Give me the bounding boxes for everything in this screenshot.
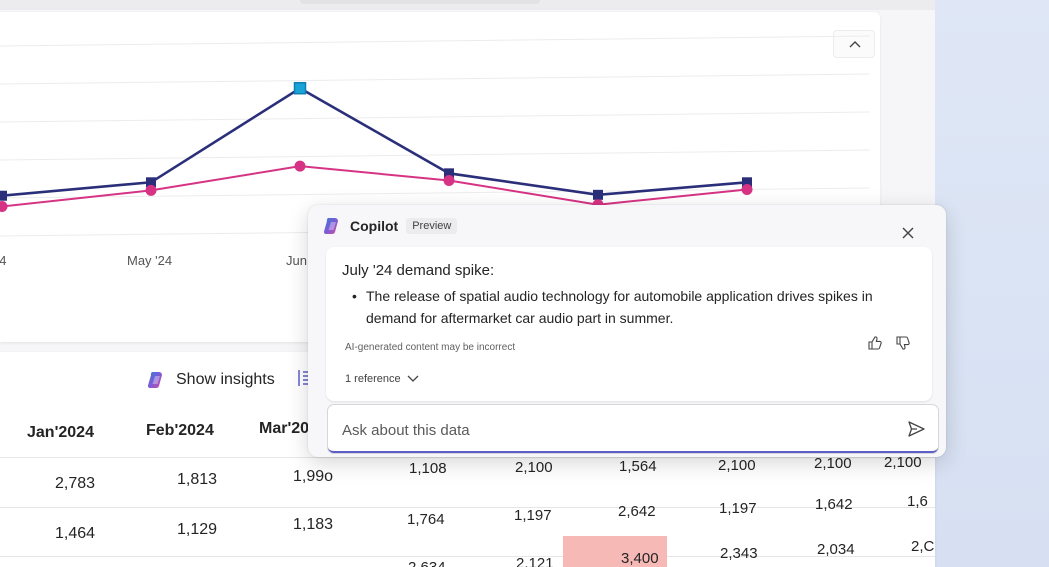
table-row-divider [0,457,935,458]
chart-gridline [0,149,871,161]
copilot-logo-icon [147,372,162,389]
data-point[interactable] [443,175,455,186]
response-heading: July '24 demand spike: [342,262,495,279]
column-header-mar[interactable]: Mar'202 [259,420,318,437]
copilot-header: Copilot Preview [322,215,458,237]
data-point[interactable] [0,200,8,212]
table-cell: 2,343 [720,545,758,562]
data-point[interactable] [444,168,454,179]
data-point[interactable] [293,81,307,95]
close-icon [902,227,914,239]
show-insights-button[interactable]: Show insights [146,367,275,393]
x-tick-label: May '24 [127,253,172,268]
send-icon [908,421,925,437]
ai-disclaimer: AI-generated content may be incorrect [345,342,516,353]
table-row-divider [0,507,935,508]
reference-toggle[interactable]: 1 reference [345,373,419,385]
copilot-response-card: July '24 demand spike: The release of sp… [326,247,932,401]
data-point[interactable] [146,177,156,188]
table-row-divider [0,556,935,557]
table-cell: 2,100 [884,454,922,471]
chevron-down-icon [407,375,419,382]
thumbs-down-icon [896,336,910,350]
data-point[interactable] [294,160,306,172]
table-cell: 2,121 [516,555,554,567]
thumbs-up-icon [868,336,882,350]
ask-box [328,405,938,453]
close-button[interactable] [900,225,916,241]
table-cell: 1,642 [815,496,853,513]
column-header-jan[interactable]: Jan'2024 [27,424,94,441]
series-line-1 [0,165,748,208]
table-cell: 1,564 [619,458,657,475]
thumbs-up-button[interactable] [867,335,883,351]
chart-series-layer [0,81,753,212]
thumbs-down-button[interactable] [895,335,911,351]
table-cell: 1,197 [719,500,757,517]
chart-gridline [0,73,871,85]
data-point[interactable] [741,183,753,195]
data-point[interactable] [145,184,157,196]
ask-input[interactable] [342,419,872,441]
table-cell: 3,400 [621,550,659,567]
table-cell: 2,100 [515,459,553,476]
data-point[interactable] [742,177,752,188]
chart-gridline [0,187,871,199]
table-cell: 1,183 [293,516,334,533]
table-cell: 2,100 [718,457,756,474]
send-button[interactable] [906,419,926,439]
table-cell: 2,783 [55,475,96,492]
copilot-logo-icon [323,218,338,235]
chart-gridline [0,35,871,47]
column-header-feb[interactable]: Feb'2024 [146,422,214,439]
table-cell: 1,108 [409,460,447,477]
table-cell: 2,634 [408,559,446,567]
table-cell: 1,6 [907,493,928,510]
collapse-button[interactable] [833,30,875,58]
highlighted-cell [563,536,667,567]
preview-badge: Preview [406,218,458,234]
x-tick-label: 24 [0,253,6,268]
copilot-panel: Copilot Preview July '24 demand spike: T… [308,205,946,457]
table-cell: 2,C [911,538,935,555]
table-cell: 2,100 [814,455,852,472]
table-cell: 1,99o [293,468,334,485]
table-cell: 1,764 [407,511,445,528]
data-point[interactable] [0,190,7,201]
chart-gridline [0,111,871,123]
table-cell: 2,642 [618,503,656,520]
table-cell: 1,129 [177,521,218,538]
background-panel [935,0,1049,567]
table-cell: 1,813 [177,471,218,488]
top-strip [0,0,935,10]
table-cell: 2,034 [817,541,855,558]
data-point[interactable] [593,189,603,200]
copilot-title: Copilot [350,218,399,234]
table-cell: 1,197 [514,507,552,524]
reference-label: 1 reference [345,373,401,385]
show-insights-label: Show insights [176,371,275,388]
chevron-up-icon [849,41,861,48]
response-bullet: The release of spatial audio technology … [352,285,897,329]
series-line-0 [0,86,748,198]
table-cell: 1,464 [55,525,96,542]
